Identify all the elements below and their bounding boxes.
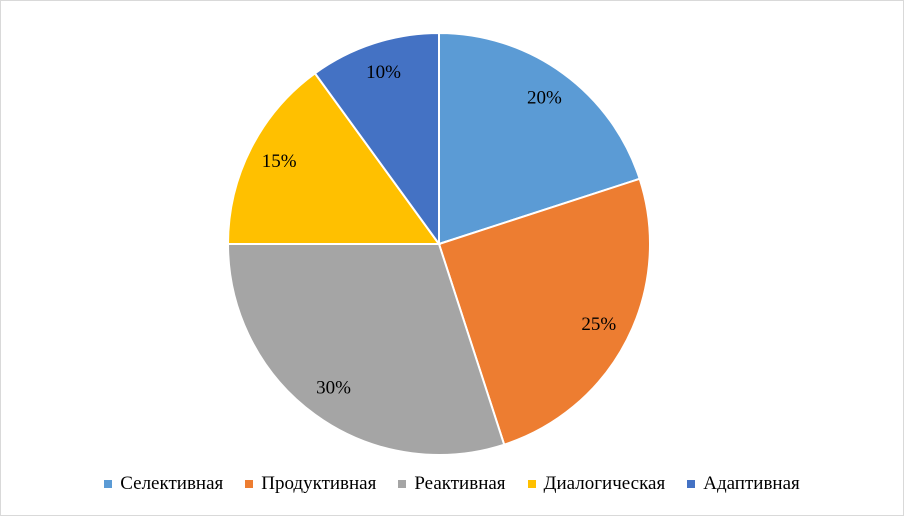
data-label: 15% [262,151,297,172]
legend-swatch [104,480,113,488]
legend-label: Продуктивная [261,473,377,494]
legend-item: Продуктивная [245,473,376,495]
legend-swatch [398,480,407,488]
data-label: 10% [366,62,401,83]
data-label: 20% [527,87,562,108]
legend: Селективная Продуктивная Реактивная Диалоги… [1,473,903,495]
legend-item: Селективная [104,473,223,495]
data-label: 25% [581,314,616,335]
legend-label: Селективная [120,473,224,494]
legend-label: Диалогическая [543,473,666,494]
legend-item: Реактивная [398,473,506,495]
pie-slice [226,243,506,456]
legend-label: Адаптивная [703,473,800,494]
pie-slice [226,71,441,245]
pie-slice [437,177,651,446]
legend-item: Диалогическая [527,473,666,495]
pie-slice [438,31,641,246]
legend-swatch [245,480,254,488]
data-label: 30% [316,377,351,398]
legend-label: Реактивная [414,473,506,494]
legend-swatch [527,480,536,488]
legend-item: Адаптивная [687,473,800,495]
pie-slice [313,31,440,248]
legend-swatch [687,480,696,488]
